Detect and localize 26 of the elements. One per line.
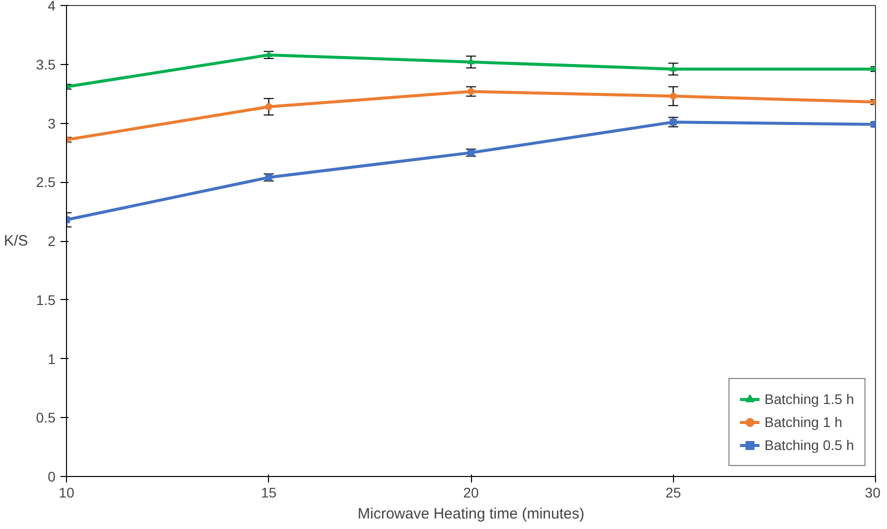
y-tick-label: 1 bbox=[48, 350, 56, 367]
y-axis-title: K/S bbox=[4, 232, 28, 250]
point bbox=[265, 50, 272, 58]
y-tick-label: 3.5 bbox=[36, 56, 56, 72]
y-tick-label: 4 bbox=[48, 0, 56, 14]
x-axis-title: Microwave Heating time (minutes) bbox=[358, 506, 584, 522]
point bbox=[265, 103, 272, 110]
y-tick-label: 2.5 bbox=[36, 174, 56, 190]
point bbox=[468, 149, 474, 156]
x-tick-label: 15 bbox=[260, 484, 277, 500]
x-tick-label: 25 bbox=[665, 484, 682, 500]
legend-label: Batching 1.5 h bbox=[764, 391, 854, 407]
y-tick-label: 0.5 bbox=[36, 410, 56, 426]
x-tick-label: 20 bbox=[463, 484, 479, 500]
legend-label: Batching 0.5 h bbox=[764, 437, 854, 453]
point bbox=[468, 58, 474, 64]
point bbox=[670, 92, 677, 100]
x-tick-label: 10 bbox=[58, 484, 74, 500]
point bbox=[265, 174, 272, 181]
legend-label: Batching 1 h bbox=[764, 414, 842, 430]
y-tick-label: 2 bbox=[48, 233, 56, 249]
y-tick-label: 3 bbox=[48, 115, 56, 132]
y-tick-label: 1.5 bbox=[36, 292, 56, 308]
point bbox=[670, 65, 677, 72]
y-tick-label: 0 bbox=[48, 468, 56, 484]
x-tick-label: 30 bbox=[864, 484, 881, 500]
